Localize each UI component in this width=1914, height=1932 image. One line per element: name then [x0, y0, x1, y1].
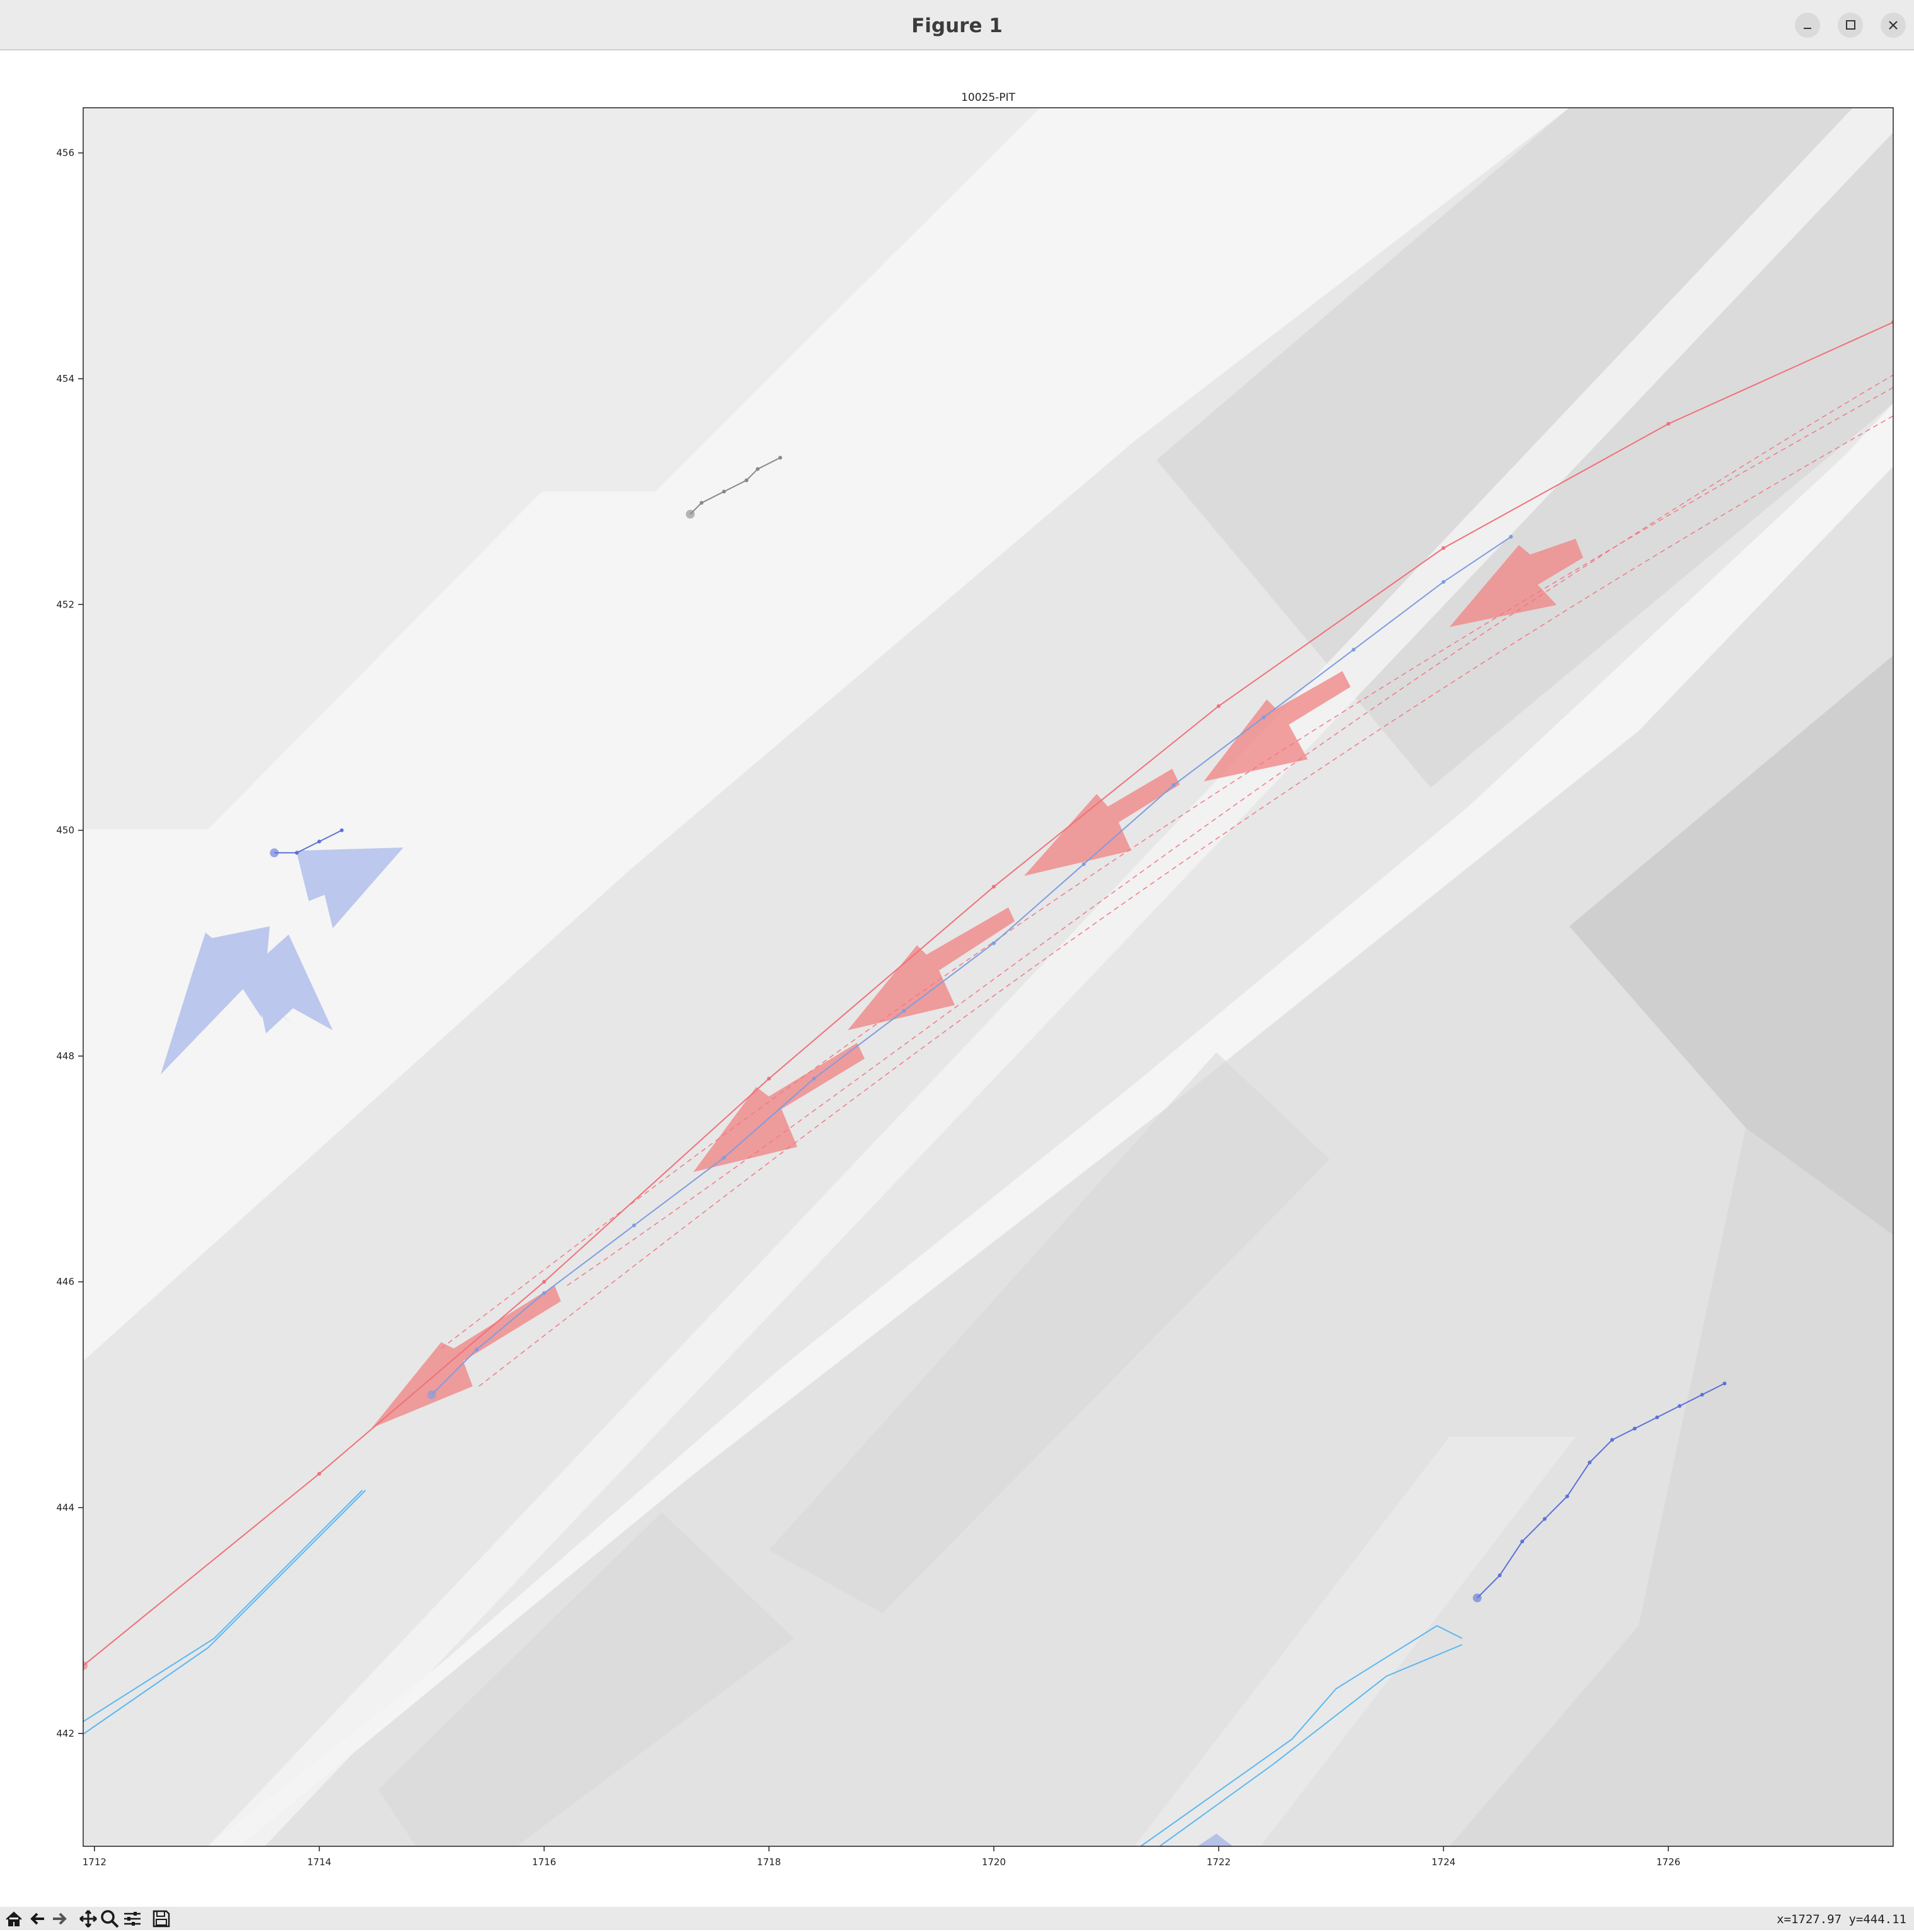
data-point	[1441, 580, 1446, 584]
data-point	[294, 851, 299, 855]
series-4	[270, 828, 344, 858]
data-point	[1497, 1573, 1502, 1578]
plot-marks	[83, 320, 1893, 1846]
data-point	[1509, 534, 1513, 539]
forward-icon[interactable]	[49, 1909, 69, 1929]
data-point	[83, 1661, 88, 1670]
data-point	[812, 1076, 816, 1081]
cursor-coordinates: x=1727.97 y=444.11	[1777, 1912, 1906, 1926]
series-2	[1472, 1381, 1727, 1602]
window-titlebar[interactable]: Figure 1	[0, 0, 1914, 50]
configure-icon[interactable]	[122, 1909, 142, 1929]
x-tick-label: 1714	[308, 1856, 331, 1868]
data-point	[542, 1280, 546, 1284]
series-line	[1477, 1383, 1725, 1599]
series-3	[686, 456, 782, 519]
close-button[interactable]	[1881, 13, 1906, 38]
y-tick-label: 446	[56, 1276, 74, 1287]
data-point	[744, 478, 749, 483]
data-point	[756, 467, 760, 471]
data-point	[1655, 1415, 1659, 1420]
cyan-traces	[83, 1490, 1463, 1846]
data-point	[1172, 783, 1176, 787]
data-point	[1565, 1494, 1569, 1498]
y-tick-label: 442	[56, 1728, 74, 1739]
y-tick-label: 450	[56, 825, 74, 836]
y-tick-label: 452	[56, 599, 74, 610]
maximize-button[interactable]	[1838, 13, 1863, 38]
data-point	[317, 839, 321, 844]
pan-icon[interactable]	[78, 1909, 98, 1929]
data-point	[270, 848, 279, 858]
y-tick-label: 454	[56, 373, 74, 384]
data-point	[1262, 715, 1266, 720]
series-0	[83, 320, 1893, 1670]
y-tick-label: 444	[56, 1502, 74, 1514]
data-point	[700, 501, 704, 505]
data-point	[340, 828, 344, 832]
data-point	[991, 885, 996, 889]
data-point	[1700, 1393, 1704, 1397]
x-tick-label: 1716	[532, 1856, 556, 1868]
data-point	[767, 1076, 771, 1081]
save-icon[interactable]	[151, 1909, 171, 1929]
x-tick-label: 1712	[83, 1856, 107, 1868]
data-point	[1081, 862, 1086, 866]
x-tick-label: 1720	[982, 1856, 1006, 1868]
data-point	[317, 1471, 321, 1476]
home-icon[interactable]	[4, 1909, 24, 1929]
red-arrow-glyphs	[372, 539, 1583, 1428]
plot-svg[interactable]: 10025-PIT	[0, 50, 1914, 1907]
data-point	[1632, 1427, 1637, 1431]
data-point	[1666, 422, 1671, 426]
data-point	[991, 941, 996, 945]
data-point	[1441, 546, 1446, 550]
x-tick-label: 1726	[1656, 1856, 1680, 1868]
data-point	[1520, 1539, 1525, 1544]
x-tick-label: 1724	[1431, 1856, 1455, 1868]
data-point	[1472, 1593, 1482, 1602]
series-line	[689, 457, 781, 515]
zoom-icon[interactable]	[100, 1909, 120, 1929]
y-tick-label: 448	[56, 1050, 74, 1062]
y-axis: 442 444 446 448 450 452 454 456	[56, 147, 83, 1739]
data-point	[722, 1156, 726, 1160]
series-line	[431, 536, 1512, 1396]
data-point	[686, 509, 695, 519]
map-background	[83, 108, 1893, 1846]
window-title: Figure 1	[911, 14, 1003, 37]
series-line	[274, 829, 342, 854]
y-tick-label: 456	[56, 147, 74, 159]
red-dashed-trajectories	[441, 374, 1893, 1387]
data-point	[542, 1291, 546, 1296]
data-point	[632, 1223, 637, 1228]
data-point	[1588, 1460, 1592, 1464]
minimize-icon	[1804, 28, 1811, 29]
data-point	[1216, 704, 1221, 708]
data-point	[1610, 1438, 1615, 1442]
data-point	[722, 490, 726, 494]
data-point	[902, 1009, 906, 1013]
data-point	[1722, 1381, 1727, 1386]
plot-axes: 1712 1714 1716 1718 1720 1722 1724 1726 4424444…	[56, 107, 1894, 1868]
data-point	[427, 1390, 436, 1400]
series-1	[427, 534, 1513, 1400]
x-tick-label: 1722	[1207, 1856, 1231, 1868]
x-axis: 1712 1714 1716 1718 1720 1722 1724 1726	[83, 1846, 1680, 1868]
data-point	[1678, 1404, 1682, 1408]
figure-canvas[interactable]: 10025-PIT	[0, 50, 1914, 1907]
maximize-icon	[1846, 20, 1855, 30]
axes-frame	[83, 107, 1894, 1847]
plot-title: 10025-PIT	[961, 91, 1015, 104]
navigation-toolbar: x=1727.97 y=444.11	[0, 1907, 1914, 1930]
data-point	[475, 1347, 479, 1352]
back-icon[interactable]	[28, 1909, 48, 1929]
data-point	[1543, 1517, 1547, 1521]
x-tick-label: 1718	[757, 1856, 781, 1868]
close-icon	[1889, 21, 1898, 30]
data-point	[778, 456, 782, 460]
minimize-button[interactable]	[1795, 13, 1820, 38]
data-point	[1351, 647, 1356, 652]
blue-arrow-glyphs	[161, 848, 1233, 1846]
